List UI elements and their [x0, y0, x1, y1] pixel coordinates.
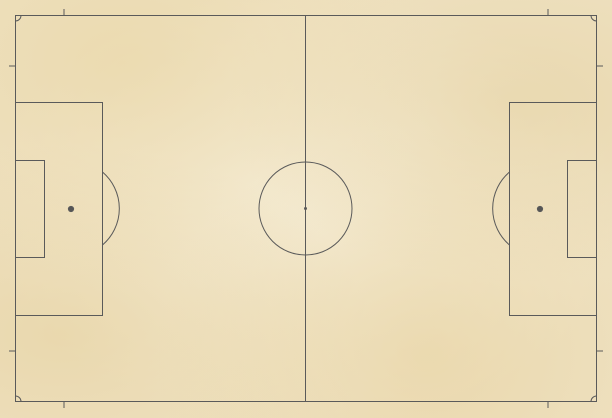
corner-arc-bottom-right	[590, 395, 597, 402]
right-penalty-area	[509, 102, 597, 316]
right-goal-area	[567, 160, 597, 258]
left-penalty-arc	[102, 171, 120, 246]
corner-arc-bottom-left	[15, 395, 22, 402]
left-penalty-area	[15, 102, 103, 316]
left-goal-area	[15, 160, 45, 258]
corner-arc-top-left	[15, 15, 22, 22]
left-penalty-spot	[67, 205, 75, 213]
corner-arc-top-right	[590, 15, 597, 22]
center-circle	[258, 161, 353, 256]
center-spot	[304, 207, 307, 210]
right-penalty-arc	[492, 171, 510, 246]
right-penalty-spot	[536, 205, 544, 213]
